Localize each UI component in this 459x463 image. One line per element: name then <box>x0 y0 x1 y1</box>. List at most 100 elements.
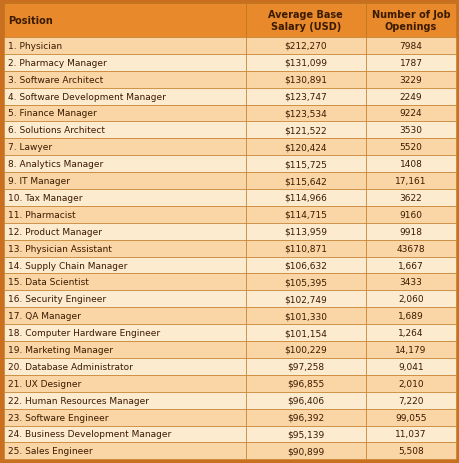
Text: 1408: 1408 <box>399 160 421 169</box>
Bar <box>365 55 455 72</box>
Bar <box>245 122 365 139</box>
Bar <box>365 443 455 459</box>
Text: 1,667: 1,667 <box>397 261 423 270</box>
Bar <box>4 375 245 392</box>
Text: 21. UX Designer: 21. UX Designer <box>8 379 81 388</box>
Text: 17,161: 17,161 <box>394 177 426 186</box>
Bar <box>245 341 365 358</box>
Bar <box>245 206 365 223</box>
Bar <box>4 88 245 105</box>
Text: $110,871: $110,871 <box>284 244 327 253</box>
Text: 1,264: 1,264 <box>397 328 423 338</box>
Bar <box>4 156 245 173</box>
Bar <box>245 55 365 72</box>
Text: 3433: 3433 <box>399 278 421 287</box>
Bar <box>365 341 455 358</box>
Text: 20. Database Administrator: 20. Database Administrator <box>8 362 133 371</box>
Text: 9918: 9918 <box>399 227 422 236</box>
Text: 18. Computer Hardware Engineer: 18. Computer Hardware Engineer <box>8 328 160 338</box>
Text: 3622: 3622 <box>399 194 421 202</box>
Bar <box>4 358 245 375</box>
Bar <box>245 72 365 88</box>
Bar <box>365 240 455 257</box>
Text: $121,522: $121,522 <box>284 126 326 135</box>
Text: 2,060: 2,060 <box>397 294 423 304</box>
Text: 5520: 5520 <box>399 143 421 152</box>
Bar <box>245 240 365 257</box>
Bar <box>245 307 365 325</box>
Text: 43678: 43678 <box>396 244 425 253</box>
Bar <box>245 88 365 105</box>
Text: 1787: 1787 <box>399 59 422 68</box>
Bar <box>4 307 245 325</box>
Text: $96,855: $96,855 <box>286 379 324 388</box>
Text: 11,037: 11,037 <box>394 430 426 438</box>
Bar <box>4 257 245 274</box>
Bar <box>365 38 455 55</box>
Bar <box>4 291 245 307</box>
Text: $114,715: $114,715 <box>284 210 326 219</box>
Text: $105,395: $105,395 <box>284 278 327 287</box>
Bar <box>4 206 245 223</box>
Text: $96,406: $96,406 <box>286 396 324 405</box>
Bar <box>365 139 455 156</box>
Bar <box>365 189 455 206</box>
Text: 7984: 7984 <box>399 42 421 51</box>
Bar <box>4 409 245 425</box>
Text: 7. Lawyer: 7. Lawyer <box>8 143 52 152</box>
Text: 16. Security Engineer: 16. Security Engineer <box>8 294 106 304</box>
Text: 13. Physician Assistant: 13. Physician Assistant <box>8 244 112 253</box>
Text: 2249: 2249 <box>399 93 421 101</box>
Bar <box>365 291 455 307</box>
Bar <box>245 105 365 122</box>
Text: 24. Business Development Manager: 24. Business Development Manager <box>8 430 171 438</box>
Text: $114,966: $114,966 <box>284 194 326 202</box>
Bar <box>245 392 365 409</box>
Text: 3. Software Architect: 3. Software Architect <box>8 75 103 85</box>
Text: $131,099: $131,099 <box>284 59 327 68</box>
Bar <box>4 341 245 358</box>
Text: 15. Data Scientist: 15. Data Scientist <box>8 278 89 287</box>
Bar <box>365 274 455 291</box>
Bar <box>365 206 455 223</box>
Text: 3229: 3229 <box>399 75 421 85</box>
Bar <box>245 223 365 240</box>
Bar <box>4 189 245 206</box>
Bar <box>365 156 455 173</box>
Bar <box>4 425 245 443</box>
Text: $90,899: $90,899 <box>286 446 324 455</box>
Text: 5,508: 5,508 <box>397 446 423 455</box>
Text: $113,959: $113,959 <box>284 227 327 236</box>
Text: 19. Marketing Manager: 19. Marketing Manager <box>8 345 113 354</box>
Bar <box>245 173 365 189</box>
Text: 7,220: 7,220 <box>397 396 423 405</box>
Bar <box>365 375 455 392</box>
Bar <box>245 291 365 307</box>
Bar <box>365 425 455 443</box>
Text: 8. Analytics Manager: 8. Analytics Manager <box>8 160 103 169</box>
Bar <box>365 307 455 325</box>
Bar <box>245 443 365 459</box>
Bar <box>4 55 245 72</box>
Bar <box>365 392 455 409</box>
Bar <box>245 375 365 392</box>
Text: $212,270: $212,270 <box>284 42 326 51</box>
Bar <box>245 189 365 206</box>
Bar <box>4 392 245 409</box>
Bar <box>245 156 365 173</box>
Text: $95,139: $95,139 <box>286 430 324 438</box>
Bar <box>365 325 455 341</box>
Text: $97,258: $97,258 <box>286 362 324 371</box>
Bar <box>4 325 245 341</box>
Text: $100,229: $100,229 <box>284 345 326 354</box>
Text: 2,010: 2,010 <box>397 379 423 388</box>
Bar <box>4 274 245 291</box>
Text: 6. Solutions Architect: 6. Solutions Architect <box>8 126 105 135</box>
Text: 3530: 3530 <box>399 126 422 135</box>
Bar <box>245 4 365 38</box>
Bar <box>365 122 455 139</box>
Bar <box>245 409 365 425</box>
Bar <box>4 173 245 189</box>
Text: 14. Supply Chain Manager: 14. Supply Chain Manager <box>8 261 128 270</box>
Bar <box>245 274 365 291</box>
